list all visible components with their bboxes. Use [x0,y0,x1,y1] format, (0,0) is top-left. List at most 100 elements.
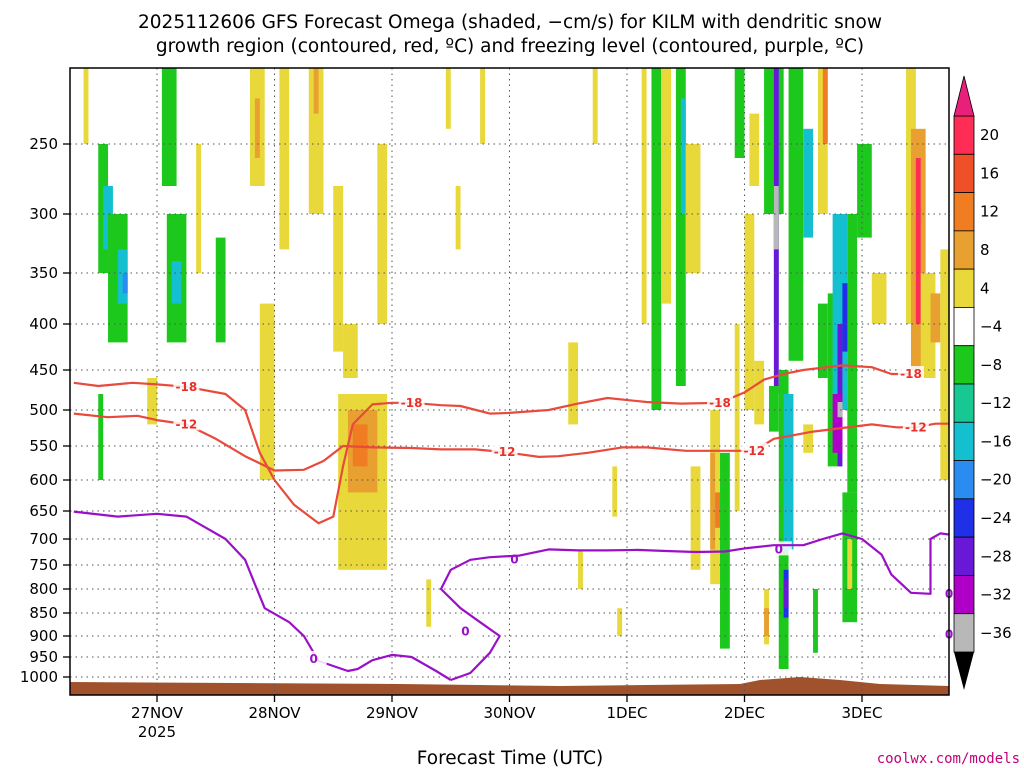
x-tick-label: 2DEC [724,704,765,722]
y-tick-label: 300 [29,205,58,223]
omega-cell [568,342,579,425]
omega-cell [161,68,177,186]
omega-cell [308,68,324,214]
dgz-minus12-contour [73,412,949,472]
y-tick-label: 250 [29,135,58,153]
x-tick-label: 1DEC [606,704,647,722]
omega-cell [837,402,843,418]
contour-label-bg [707,394,734,409]
colorbar-label: 12 [980,203,999,221]
contour-label: -18 [900,367,922,381]
chart-title-line1: 2025112606 GFS Forecast Omega (shaded, −… [138,12,882,33]
contour-label-bg [491,444,518,459]
omega-cell [749,113,760,186]
y-tick-label: 950 [29,648,58,666]
omega-cell [915,158,921,324]
colorbar-swatch [953,575,975,615]
colorbar-swatch [953,153,975,193]
omega-cell [147,378,157,425]
omega-cell [715,492,721,528]
colorbar-bottom-arrow [954,652,974,690]
contour-label: 0 [510,552,518,566]
x-axis-title: Forecast Time (UTC) [417,748,603,768]
omega-cell [690,466,701,570]
omega-cell [578,549,583,589]
colorbar-swatch [953,536,975,576]
contour-label-bg [897,366,924,380]
contour-label: -12 [494,445,516,459]
y-tick-label: 650 [29,502,58,520]
colorbar-top-arrow [953,75,975,117]
omega-cell [685,144,701,273]
omega-cell [773,186,779,250]
omega-cell [377,144,388,324]
y-tick-label: 900 [29,627,58,645]
omega-cell [803,424,814,453]
colorbar-swatch [953,460,975,500]
x-tick-label: 29NOV [366,704,419,722]
contour-label: -12 [176,417,198,431]
omega-cell [215,237,226,343]
contour-label-bg [173,416,200,431]
colorbar-label: 20 [980,126,999,144]
omega-cell [279,68,290,250]
y-tick-label: 1000 [20,668,58,686]
contour-label: -18 [176,380,198,394]
omega-cell [832,394,843,453]
omega-cell [817,303,828,378]
freezing-level-contour-upper [73,510,452,681]
omega-cell [783,579,789,609]
omega-cell [98,144,109,273]
omega-cell [803,128,814,238]
y-tick-label: 800 [29,580,58,598]
contour-label-bg [902,419,929,434]
x-tick-sublabel: 2025 [138,723,176,741]
omega-shading-layer [83,68,949,669]
contour-label: 0 [461,624,469,638]
y-tick-label: 550 [29,437,58,455]
omega-cell [426,579,432,627]
omega-cell [259,303,275,480]
x-tick-label: 27NOV [131,704,184,722]
colorbar-label: −16 [980,432,1012,450]
omega-cell [333,186,344,352]
omega-cell [480,68,486,144]
contour-label: -12 [905,420,927,434]
y-tick-label: 500 [29,401,58,419]
colorbar-label: 8 [980,241,990,259]
omega-cell [254,98,260,158]
omega-cell [592,68,598,144]
colorbar-label: −20 [980,471,1012,489]
colorbar-label: −8 [980,356,1002,374]
colorbar-swatch [953,230,975,270]
colorbar-label: −28 [980,547,1012,565]
y-tick-label: 750 [29,556,58,574]
omega-cell [847,214,858,493]
omega-cell [313,68,319,114]
omega-cell [617,608,623,636]
colorbar-label: −32 [980,586,1012,604]
omega-cell [822,68,828,144]
omega-cell [783,394,794,550]
omega-cell [857,144,872,238]
y-tick-label: 400 [29,315,58,333]
omega-cell [641,68,647,324]
contour-label: -18 [709,396,731,410]
x-tick-label: 3DEC [841,704,882,722]
colorbar-swatch [953,192,975,232]
x-tick-label: 30NOV [483,704,536,722]
contour-label: -18 [401,396,423,410]
colorbar-swatch [953,383,975,423]
omega-cell [612,466,618,517]
y-tick-label: 350 [29,264,58,282]
omega-cell [768,386,779,432]
contour-label: 0 [309,652,317,666]
omega-cell [455,186,461,250]
omega-cell [754,360,765,425]
pressure-axis: 250 300 350 400 450 500 550 600 650 700 750 800 850 9… [20,135,70,686]
colorbar-label: −36 [980,624,1012,642]
omega-cell [98,394,104,480]
colorbar-label: −4 [980,318,1002,336]
omega-cell [108,214,128,343]
